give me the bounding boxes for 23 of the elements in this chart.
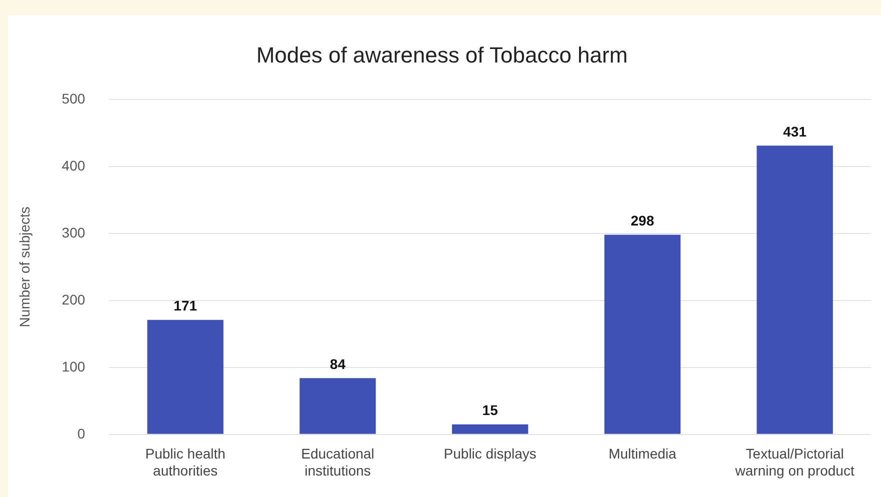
bar	[452, 424, 528, 434]
chart-title: Modes of awareness of Tobacco harm	[256, 42, 628, 68]
x-tick-label: Public health authorities	[145, 446, 226, 478]
x-tick-label: Multimedia	[608, 446, 676, 462]
y-tick-label: 500	[62, 90, 86, 106]
data-label: 84	[330, 356, 346, 372]
data-label: 171	[174, 298, 198, 314]
data-label: 431	[783, 123, 807, 140]
y-tick-label: 100	[62, 358, 86, 374]
y-tick-label: 400	[62, 157, 86, 174]
y-axis-title: Number of subjects	[16, 206, 32, 328]
x-tick-label: Textual/Pictorial warning on product	[734, 446, 854, 478]
y-tick-label: 0	[77, 425, 86, 442]
bar	[756, 146, 833, 434]
x-tick-label: Public displays	[444, 446, 536, 462]
y-tick-label: 300	[62, 224, 86, 240]
bar	[604, 234, 681, 434]
x-tick-label: Educational institutions	[301, 446, 374, 478]
data-label: 298	[630, 212, 654, 229]
bar	[300, 378, 376, 434]
data-label: 15	[482, 402, 498, 418]
y-tick-label: 200	[62, 291, 86, 308]
bar	[147, 320, 224, 434]
